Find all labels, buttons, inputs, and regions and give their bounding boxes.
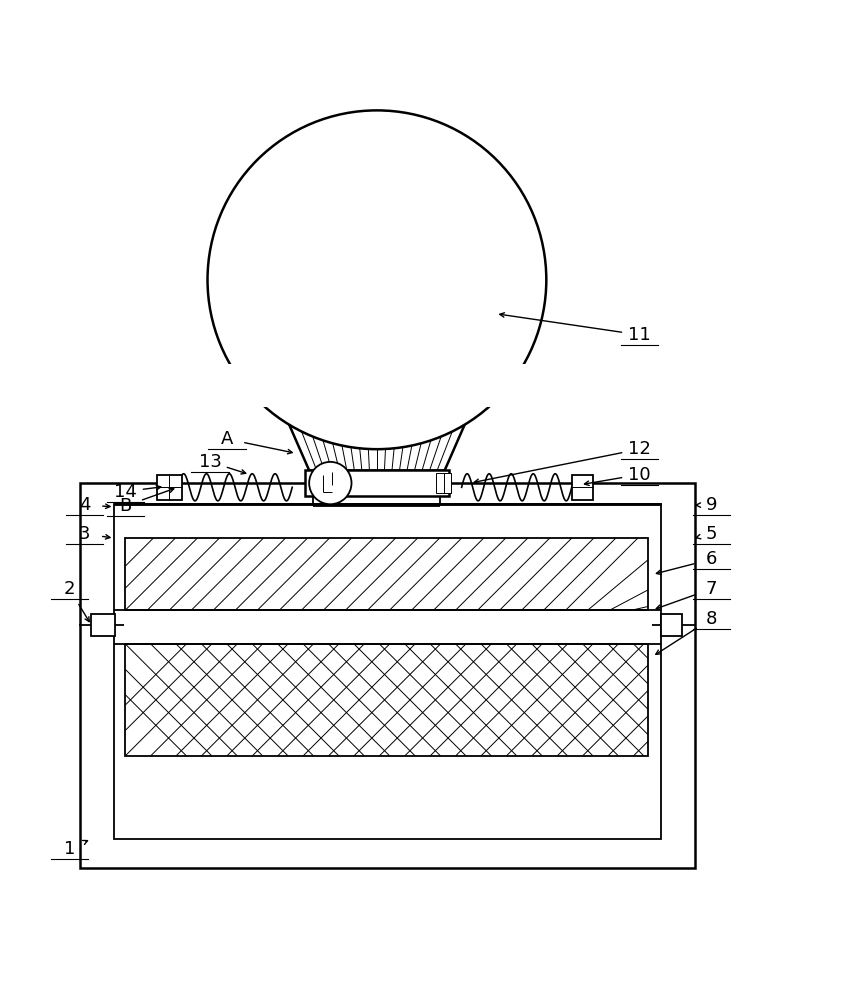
Bar (125, 644, 648, 756)
Text: A: A (221, 430, 233, 448)
Text: 13: 13 (198, 453, 222, 471)
Bar (436, 473, 451, 493)
Text: 2: 2 (64, 580, 75, 598)
Text: 7: 7 (706, 580, 717, 598)
Bar (305, 470, 449, 496)
Text: 3: 3 (79, 525, 91, 543)
Circle shape (208, 110, 546, 449)
Circle shape (309, 462, 352, 504)
Text: 4: 4 (79, 496, 91, 514)
Text: 10: 10 (628, 466, 650, 484)
Bar (114, 504, 661, 839)
Text: 5: 5 (706, 525, 717, 543)
Text: 6: 6 (706, 550, 717, 568)
Bar (91, 614, 115, 636)
Text: 14: 14 (113, 483, 137, 501)
Bar (191, 364, 563, 407)
Bar (125, 538, 648, 610)
Text: B: B (119, 497, 131, 515)
Bar (80, 483, 695, 868)
Text: 12: 12 (628, 440, 651, 458)
Bar (157, 475, 182, 500)
Bar (572, 475, 593, 500)
Text: 9: 9 (706, 496, 717, 514)
Text: 1: 1 (64, 840, 75, 858)
Bar (661, 614, 682, 636)
Bar (125, 538, 648, 610)
Text: 8: 8 (706, 610, 717, 628)
Text: 11: 11 (628, 326, 650, 344)
